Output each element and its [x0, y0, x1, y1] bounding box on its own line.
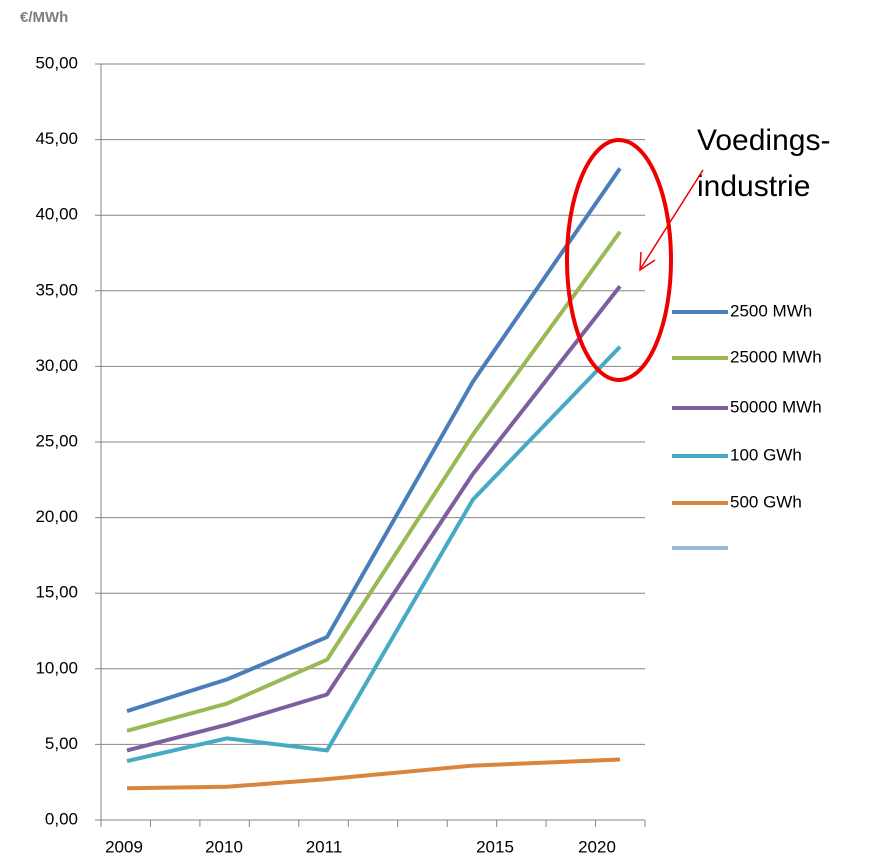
series-line: [126, 345, 622, 763]
y-tick-label: 15,00: [35, 583, 78, 602]
legend-label: 100 GWh: [730, 445, 802, 464]
y-tick-label: 25,00: [35, 431, 78, 450]
legend-label: 500 GWh: [730, 492, 802, 511]
series-line: [126, 285, 622, 753]
y-tick-label: 45,00: [35, 129, 78, 148]
y-tick-label: 35,00: [35, 280, 78, 299]
series-line: [126, 230, 622, 733]
series-line: [126, 757, 621, 791]
y-tick-label: 0,00: [45, 809, 78, 828]
x-tick-label: 2011: [306, 837, 343, 856]
y-axis-title: €/MWh: [20, 9, 68, 26]
series-line: [126, 167, 622, 714]
y-tick-label: 50,00: [35, 53, 78, 72]
arrow: [640, 169, 704, 269]
x-tick-label: 2010: [205, 837, 243, 856]
legend-label: 2500 MWh: [730, 301, 812, 320]
y-tick-label: 30,00: [35, 356, 78, 375]
x-tick-label: 2009: [105, 837, 143, 856]
arrow-head: [639, 251, 656, 272]
x-tick-label: 2020: [578, 837, 616, 856]
y-tick-label: 10,00: [35, 658, 78, 677]
x-tick-label: 2015: [476, 837, 514, 856]
legend-label: 50000 MWh: [730, 397, 822, 416]
y-tick-label: 5,00: [45, 734, 78, 753]
legend-label: 25000 MWh: [730, 347, 822, 366]
y-tick-label: 40,00: [35, 205, 78, 224]
y-tick-label: 20,00: [35, 507, 78, 526]
highlight-ellipse: [565, 138, 673, 382]
annotation: Voedings-: [697, 124, 830, 157]
annotation: industrie: [697, 170, 810, 203]
